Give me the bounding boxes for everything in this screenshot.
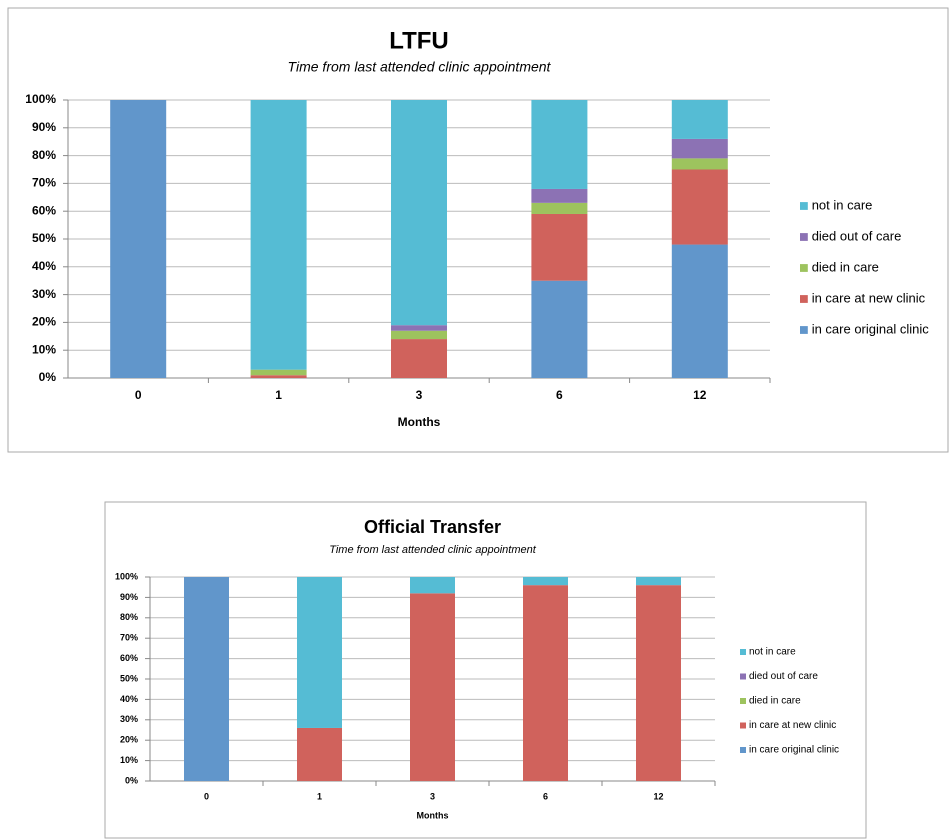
bar-segment (671, 138, 728, 159)
legend-label: died out of care (749, 671, 818, 682)
bar-segment (671, 169, 728, 245)
chart-subtitle: Time from last attended clinic appointme… (288, 59, 552, 75)
y-tick-label: 70% (120, 633, 138, 643)
y-tick-label: 10% (32, 342, 56, 356)
x-tick-label: 12 (653, 791, 663, 801)
legend-label: not in care (812, 197, 873, 212)
legend-label: died in care (812, 259, 879, 274)
y-tick-label: 80% (32, 148, 56, 162)
legend-swatch (800, 295, 808, 303)
legend-swatch (740, 698, 746, 704)
bar-segment (410, 593, 455, 781)
bar-segment (250, 375, 307, 378)
legend-label: died out of care (812, 228, 902, 243)
chart-title: Official Transfer (364, 517, 501, 537)
legend-swatch (800, 233, 808, 241)
bar-segment (671, 158, 728, 170)
x-tick-label: 12 (693, 388, 707, 402)
legend-label: in care at new clinic (749, 720, 836, 731)
legend-label: in care original clinic (812, 321, 930, 336)
y-tick-label: 50% (120, 673, 138, 683)
y-tick-label: 0% (125, 775, 138, 785)
x-axis-label: Months (398, 415, 441, 429)
bar-segment (250, 369, 307, 376)
y-tick-label: 0% (39, 370, 57, 384)
bar-segment (391, 339, 447, 378)
x-tick-label: 0 (204, 791, 209, 801)
y-tick-label: 50% (32, 231, 56, 245)
legend-label: in care original clinic (749, 745, 839, 756)
bar-segment (671, 244, 728, 378)
y-tick-label: 60% (32, 203, 56, 217)
y-tick-label: 70% (32, 176, 56, 190)
y-tick-label: 30% (32, 287, 56, 301)
legend-swatch (740, 673, 746, 680)
y-tick-label: 30% (120, 714, 138, 724)
x-tick-label: 6 (556, 388, 563, 402)
x-tick-label: 3 (430, 791, 435, 801)
bar-segment (531, 188, 588, 203)
y-tick-label: 80% (120, 612, 138, 622)
y-tick-label: 20% (32, 315, 56, 329)
y-tick-label: 40% (32, 259, 56, 273)
legend-label: died in care (749, 696, 801, 707)
legend-swatch (740, 649, 746, 655)
x-tick-label: 1 (275, 388, 282, 402)
bar-segment (391, 330, 447, 340)
bar-segment (531, 213, 588, 281)
y-tick-label: 20% (120, 735, 138, 745)
bar-segment (523, 577, 568, 586)
bar-segment (531, 202, 588, 214)
legend-swatch (800, 264, 808, 272)
y-tick-label: 60% (120, 653, 138, 663)
chart-title: LTFU (389, 27, 449, 54)
legend-label: not in care (749, 647, 796, 658)
legend-swatch (740, 722, 746, 729)
bar-segment (110, 100, 167, 378)
y-tick-label: 90% (32, 120, 56, 134)
bar-segment (636, 585, 681, 781)
bar-segment (523, 585, 568, 781)
x-tick-label: 1 (317, 791, 322, 801)
y-tick-label: 100% (25, 92, 56, 106)
bar-segment (391, 100, 447, 326)
x-tick-label: 3 (416, 388, 423, 402)
legend-swatch (800, 202, 808, 210)
bar-segment (531, 280, 588, 378)
bar-segment (391, 325, 447, 331)
legend-swatch (800, 326, 808, 334)
bar-segment (671, 100, 728, 139)
bar-segment (531, 100, 588, 189)
legend-swatch (740, 747, 746, 753)
chart-subtitle: Time from last attended clinic appointme… (329, 544, 537, 556)
x-tick-label: 6 (543, 791, 548, 801)
y-tick-label: 40% (120, 694, 138, 704)
x-axis-label: Months (417, 810, 449, 820)
y-tick-label: 100% (115, 571, 138, 581)
chart-frame (104, 501, 867, 839)
legend-label: in care at new clinic (812, 290, 926, 305)
bar-segment (636, 577, 681, 586)
bar-segment (297, 577, 342, 728)
bar-segment (297, 727, 342, 781)
bar-segment (184, 577, 229, 781)
bar-segment (410, 577, 455, 594)
x-tick-label: 0 (135, 388, 142, 402)
y-tick-label: 10% (120, 755, 138, 765)
y-tick-label: 90% (120, 592, 138, 602)
bar-segment (250, 100, 307, 370)
